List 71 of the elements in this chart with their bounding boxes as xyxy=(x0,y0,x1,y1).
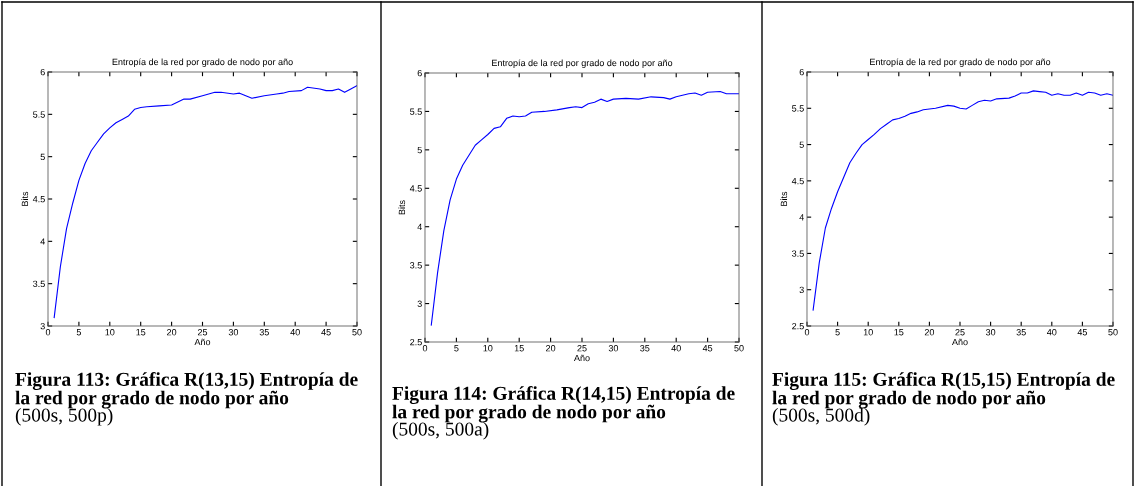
x-tick-label: 35 xyxy=(1016,329,1026,336)
y-tick-label: 5 xyxy=(799,141,804,148)
y-tick-label: 3.5 xyxy=(33,280,45,288)
chart-title: Entropía de la red por grado de nodo por año xyxy=(112,58,293,67)
x-tick-label: 15 xyxy=(136,329,146,336)
x-tick-label: 25 xyxy=(955,329,965,336)
line-series xyxy=(812,90,1113,311)
y-tick-label: 6 xyxy=(40,68,45,76)
y-axis-title: Bits xyxy=(21,191,29,206)
y-tick-label: 3 xyxy=(40,322,45,330)
text: Figura 113: Gráfica R(13,15) Entropía de la red por grado de nodo por año xyxy=(15,372,358,409)
x-tick-label: 40 xyxy=(1046,329,1057,336)
x-tick-label: 40 xyxy=(290,329,300,336)
x-tick-label: 15 xyxy=(514,345,524,352)
x-axis-title: Año xyxy=(573,354,590,362)
x-axis-title: Año xyxy=(951,338,968,346)
line-series xyxy=(430,90,739,326)
y-tick-label: 4 xyxy=(40,238,45,245)
y-tick-label: 6 xyxy=(417,69,422,77)
x-tick-label: 45 xyxy=(702,345,713,352)
x-tick-label: 0 xyxy=(804,329,810,336)
x-tick-label: 50 xyxy=(734,345,744,352)
x-tick-label: 5 xyxy=(835,329,840,336)
x-tick-label: 45 xyxy=(321,329,331,336)
y-axis-title: Bits xyxy=(398,200,406,215)
x-tick-label: 50 xyxy=(352,329,362,336)
x-tick-label: 10 xyxy=(863,329,873,336)
line-series xyxy=(53,84,357,319)
y-tick-label: 3 xyxy=(799,286,804,294)
x-tick-label: 40 xyxy=(671,345,681,352)
x-tick-label: 25 xyxy=(577,345,587,352)
x-tick-label: 5 xyxy=(454,345,459,352)
y-tick-label: 5.5 xyxy=(410,108,422,115)
y-axis-title: Bits xyxy=(780,191,788,206)
y-tick-label: 5 xyxy=(417,146,422,154)
x-tick-label: 5 xyxy=(76,329,82,336)
y-tick-label: 5.5 xyxy=(792,105,804,112)
chart-title: Entropía de la red por grado de nodo por año xyxy=(492,59,673,68)
y-tick-label: 4 xyxy=(799,214,804,221)
x-tick-label: 35 xyxy=(640,345,650,352)
y-tick-label: 5 xyxy=(40,153,45,161)
y-tick-label: 4.5 xyxy=(791,177,804,185)
x-tick-label: 20 xyxy=(924,329,935,336)
text: Figura 114: Gráfica R(14,15) Entropía de la red por grado de nodo por año xyxy=(392,386,735,423)
x-tick-label: 45 xyxy=(1077,329,1088,336)
y-tick-label: 3.5 xyxy=(410,262,422,269)
x-tick-label: 20 xyxy=(167,329,177,336)
text: Figura 115: Gráfica R(15,15) Entropía de la red por grado de nodo por año xyxy=(772,372,1115,409)
x-tick-label: 30 xyxy=(608,345,619,352)
y-tick-label: 4.5 xyxy=(32,196,45,203)
y-tick-label: 4.5 xyxy=(409,185,422,192)
x-tick-label: 30 xyxy=(228,329,239,336)
chart-title: Entropía de la red por grado de nodo por año xyxy=(870,58,1051,67)
x-tick-label: 15 xyxy=(894,329,904,336)
x-tick-label: 30 xyxy=(985,329,996,336)
x-tick-label: 0 xyxy=(422,345,428,352)
x-tick-label: 10 xyxy=(105,329,115,336)
x-axis-title: Año xyxy=(194,338,211,346)
x-tick-label: 50 xyxy=(1108,329,1118,336)
y-tick-label: 2.5 xyxy=(792,322,804,330)
y-tick-label: 3.5 xyxy=(792,250,804,257)
x-tick-label: 0 xyxy=(45,329,51,336)
y-tick-label: 2.5 xyxy=(410,338,422,346)
y-tick-label: 5.5 xyxy=(33,111,45,118)
y-tick-label: 4 xyxy=(417,223,422,230)
x-tick-label: 35 xyxy=(259,329,269,336)
x-tick-label: 20 xyxy=(546,345,556,352)
x-tick-label: 25 xyxy=(197,329,208,336)
x-tick-label: 10 xyxy=(483,345,493,352)
y-tick-label: 6 xyxy=(799,68,804,76)
y-tick-label: 3 xyxy=(417,300,422,307)
